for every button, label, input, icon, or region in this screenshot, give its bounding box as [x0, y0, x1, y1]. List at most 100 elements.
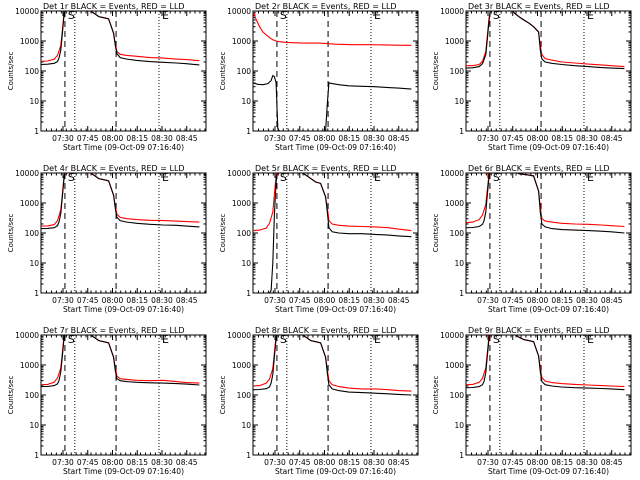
panel-title: Det 2r BLACK = Events, RED = LLD — [255, 2, 397, 11]
x-tick-label: 08:00 — [314, 458, 336, 467]
y-tick-label: 1 — [459, 451, 464, 460]
plot-frame — [40, 334, 207, 456]
x-tick-label: 07:45 — [289, 458, 311, 467]
y-tick-label: 1 — [34, 127, 39, 136]
x-tick-label: 08:15 — [338, 134, 360, 143]
x-tick-label: 08:15 — [126, 134, 148, 143]
plot-frame — [465, 172, 632, 294]
panel-title: Det 3r BLACK = Events, RED = LLD — [468, 2, 610, 11]
y-tick-label: 10000 — [15, 169, 39, 178]
y-tick-label: 10000 — [440, 7, 464, 16]
x-tick-label: 08:45 — [176, 458, 198, 467]
x-axis-label: Start Time (09-Oct-09 07:16:40) — [275, 305, 396, 314]
marker-label: E — [162, 333, 169, 346]
marker-label: E — [374, 9, 381, 22]
x-tick-label: 08:15 — [338, 296, 360, 305]
y-tick-label: 10 — [29, 97, 39, 106]
marker-label: E — [587, 171, 594, 184]
x-tick-label: 07:45 — [289, 296, 311, 305]
x-axis-label: Start Time (09-Oct-09 07:16:40) — [63, 143, 184, 152]
x-tick-label: 08:00 — [102, 296, 124, 305]
y-tick-label: 100 — [237, 391, 252, 400]
y-tick-label: 1000 — [20, 37, 39, 46]
x-tick-label: 07:45 — [77, 296, 99, 305]
plot-frame — [465, 10, 632, 132]
x-tick-label: 08:30 — [576, 458, 598, 467]
y-tick-label: 1000 — [445, 37, 464, 46]
detector-panel-4: 1 10 100 1000 10000 07:30 07:45 08:00 08:15 08:30… — [7, 164, 207, 314]
x-axis-label: Start Time (09-Oct-09 07:16:40) — [275, 467, 396, 476]
x-tick-label: 08:30 — [151, 134, 173, 143]
x-tick-label: 08:45 — [601, 296, 623, 305]
y-tick-label: 1 — [459, 289, 464, 298]
x-axis-label: Start Time (09-Oct-09 07:16:40) — [275, 143, 396, 152]
x-tick-label: 08:00 — [314, 296, 336, 305]
y-tick-label: 10000 — [227, 331, 251, 340]
y-tick-label: 10000 — [227, 7, 251, 16]
x-tick-label: 08:45 — [176, 134, 198, 143]
y-tick-label: 10 — [29, 421, 39, 430]
x-tick-label: 08:15 — [338, 458, 360, 467]
y-tick-label: 10 — [241, 97, 251, 106]
y-axis-label: Counts/sec — [432, 376, 440, 415]
y-axis-label: Counts/sec — [432, 214, 440, 253]
y-tick-label: 10000 — [227, 169, 251, 178]
events-series-line — [41, 11, 200, 66]
marker-label: S — [493, 9, 500, 22]
x-tick-label: 07:30 — [477, 296, 499, 305]
marker-label: E — [162, 9, 169, 22]
marker-label: S — [280, 171, 287, 184]
y-tick-label: 10 — [29, 259, 39, 268]
panel-title: Det 9r BLACK = Events, RED = LLD — [468, 326, 610, 335]
detector-panel-5: 1 10 100 1000 10000 07:30 07:45 08:00 08:15 08:30… — [219, 164, 419, 314]
x-tick-label: 08:45 — [388, 458, 410, 467]
y-axis-label: Counts/sec — [219, 52, 227, 91]
x-tick-label: 08:45 — [176, 296, 198, 305]
x-tick-label: 07:30 — [264, 296, 286, 305]
y-tick-label: 100 — [450, 391, 465, 400]
detector-panel-6: 1 10 100 1000 10000 07:30 07:45 08:00 08:15 08:30… — [432, 164, 632, 314]
y-tick-label: 1 — [459, 127, 464, 136]
marker-label: S — [493, 333, 500, 346]
marker-label: E — [587, 9, 594, 22]
events-series-line — [466, 11, 625, 70]
events-series-line — [253, 335, 412, 396]
x-tick-label: 08:15 — [126, 296, 148, 305]
y-tick-label: 1000 — [445, 199, 464, 208]
x-tick-label: 08:15 — [551, 458, 573, 467]
marker-label: S — [68, 333, 75, 346]
x-tick-label: 08:15 — [551, 134, 573, 143]
y-tick-label: 1000 — [20, 199, 39, 208]
x-tick-label: 08:45 — [601, 134, 623, 143]
plot-frame — [252, 334, 419, 456]
x-tick-label: 08:45 — [388, 134, 410, 143]
panel-title: Det 1r BLACK = Events, RED = LLD — [43, 2, 185, 11]
y-tick-label: 100 — [450, 67, 465, 76]
marker-label: S — [280, 333, 287, 346]
y-tick-label: 100 — [25, 67, 40, 76]
events-series-line — [466, 335, 625, 391]
x-tick-label: 07:30 — [52, 296, 74, 305]
panel-title: Det 4r BLACK = Events, RED = LLD — [43, 164, 185, 173]
x-axis-label: Start Time (09-Oct-09 07:16:40) — [63, 467, 184, 476]
x-tick-label: 08:45 — [601, 458, 623, 467]
x-tick-label: 08:30 — [363, 296, 385, 305]
y-tick-label: 1 — [34, 451, 39, 460]
y-tick-label: 1000 — [232, 37, 251, 46]
y-axis-label: Counts/sec — [219, 214, 227, 253]
x-tick-label: 08:15 — [126, 458, 148, 467]
y-tick-label: 10 — [241, 259, 251, 268]
marker-label: S — [280, 9, 287, 22]
y-axis-label: Counts/sec — [7, 52, 15, 91]
detector-panel-3: 1 10 100 1000 10000 07:30 07:45 08:00 08:15 08:30… — [432, 2, 632, 152]
events-series-line — [41, 173, 200, 230]
x-tick-label: 07:45 — [502, 296, 524, 305]
marker-label: E — [374, 333, 381, 346]
detector-panel-7: 1 10 100 1000 10000 07:30 07:45 08:00 08:15 08:30… — [7, 326, 207, 476]
y-tick-label: 1000 — [232, 199, 251, 208]
panel-title: Det 8r BLACK = Events, RED = LLD — [255, 326, 397, 335]
marker-label: E — [587, 333, 594, 346]
y-tick-label: 100 — [450, 229, 465, 238]
y-tick-label: 100 — [237, 229, 252, 238]
